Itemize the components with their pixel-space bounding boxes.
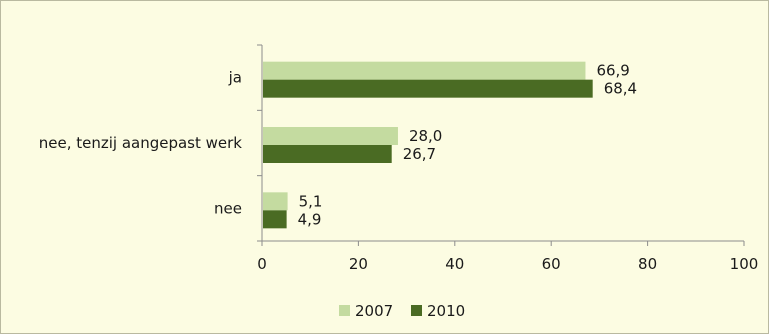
category-label: nee, tenzij aangepast werk bbox=[39, 134, 243, 152]
x-tick-label: 0 bbox=[257, 255, 267, 273]
bar-2010 bbox=[263, 145, 392, 163]
bar-2007 bbox=[263, 61, 586, 80]
legend-label: 2007 bbox=[355, 302, 393, 320]
x-tick-label: 80 bbox=[638, 255, 657, 273]
category-label: nee bbox=[214, 199, 242, 217]
legend-label: 2010 bbox=[427, 302, 465, 320]
data-label: 68,4 bbox=[604, 80, 637, 98]
axes: 0 20 40 60 80 100 bbox=[257, 44, 759, 273]
x-tick-label: 100 bbox=[730, 255, 759, 273]
x-tick-label: 60 bbox=[542, 255, 561, 273]
bar-2010 bbox=[263, 210, 287, 229]
data-label: 28,0 bbox=[409, 127, 442, 145]
legend-swatch-2010 bbox=[411, 305, 422, 316]
legend: 2007 2010 bbox=[339, 302, 465, 320]
bar-2007 bbox=[263, 127, 398, 145]
bars bbox=[263, 61, 593, 229]
bar-2007 bbox=[263, 192, 288, 211]
x-tick-label: 20 bbox=[349, 255, 368, 273]
bar-2010 bbox=[263, 79, 593, 98]
category-label: ja bbox=[228, 69, 242, 87]
labels: ja 66,968,4 nee, tenzij aangepast werk 28,0… bbox=[39, 62, 637, 229]
data-label: 66,9 bbox=[596, 62, 629, 80]
legend-swatch-2007 bbox=[339, 305, 350, 316]
x-tick-label: 40 bbox=[445, 255, 464, 273]
data-label: 4,9 bbox=[298, 210, 322, 228]
data-label: 26,7 bbox=[403, 145, 436, 163]
data-label: 5,1 bbox=[299, 192, 323, 210]
